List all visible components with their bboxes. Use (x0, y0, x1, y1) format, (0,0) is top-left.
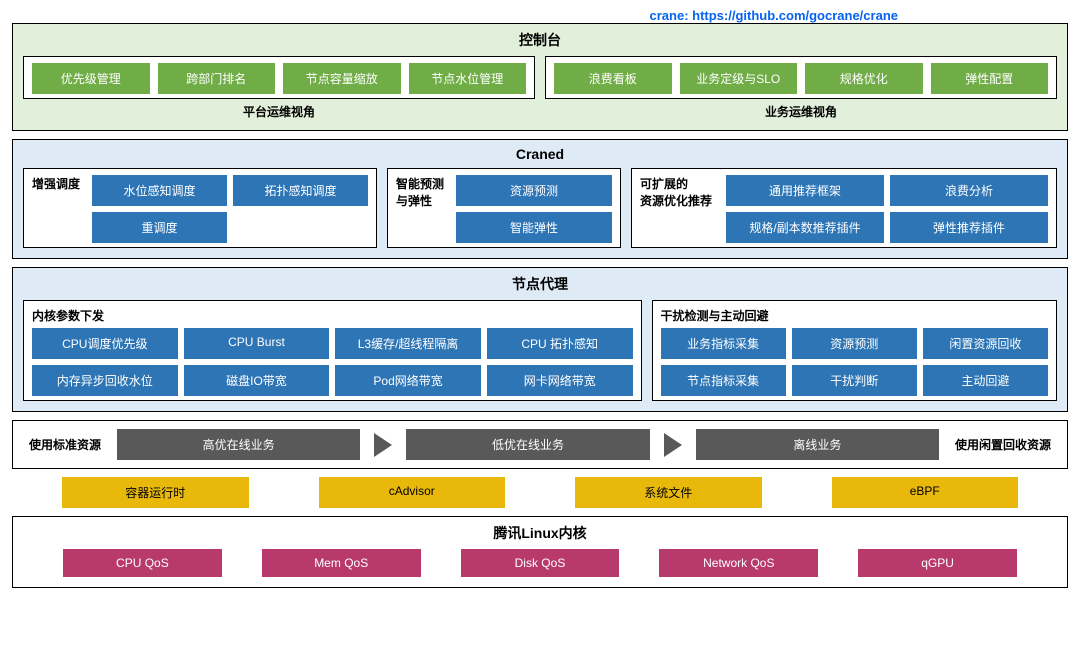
console-item: 节点容量缩放 (283, 63, 401, 94)
console-item: 规格优化 (805, 63, 923, 94)
console-layer: 控制台 优先级管理 跨部门排名 节点容量缩放 节点水位管理 平台运维视角 浪费看… (12, 23, 1068, 131)
kernel-item: Mem QoS (262, 549, 421, 577)
console-item: 弹性配置 (931, 63, 1049, 94)
craned-item: 弹性推荐插件 (890, 212, 1048, 243)
craned-item: 资源预测 (456, 175, 612, 206)
agent-item: CPU调度优先级 (32, 328, 178, 359)
agent-item: 闲置资源回收 (923, 328, 1048, 359)
group-title: 智能预测 与弹性 (396, 175, 448, 239)
arrow-icon (374, 433, 392, 457)
flow-right-label: 使用闲置回收资源 (953, 430, 1053, 459)
kernel-item: Disk QoS (461, 549, 620, 577)
agent-item: Pod网络带宽 (335, 365, 481, 396)
craned-group-predict: 智能预测 与弹性 资源预测 智能弹性 (387, 168, 621, 248)
craned-item: 规格/副本数推荐插件 (726, 212, 884, 243)
agent-item: CPU Burst (184, 328, 330, 359)
flow-item: 离线业务 (696, 429, 939, 460)
infra-item: 系统文件 (575, 477, 762, 508)
infra-item: eBPF (832, 477, 1019, 508)
agent-item: 网卡网络带宽 (487, 365, 633, 396)
arrow-icon (664, 433, 682, 457)
group-title: 可扩展的 资源优化推荐 (640, 175, 718, 239)
craned-layer: Craned 增强调度 水位感知调度 拓扑感知调度 重调度 智能预测 与弹性 资… (12, 139, 1068, 259)
craned-item: 通用推荐框架 (726, 175, 884, 206)
agent-item: 主动回避 (923, 365, 1048, 396)
craned-item: 浪费分析 (890, 175, 1048, 206)
console-left-caption: 平台运维视角 (23, 103, 535, 120)
group-title: 增强调度 (32, 175, 84, 239)
console-item: 业务定级与SLO (680, 63, 798, 94)
craned-group-schedule: 增强调度 水位感知调度 拓扑感知调度 重调度 (23, 168, 377, 248)
kernel-title: 腾讯Linux内核 (23, 523, 1057, 543)
console-item: 跨部门排名 (158, 63, 276, 94)
kernel-item: qGPU (858, 549, 1017, 577)
craned-item: 拓扑感知调度 (233, 175, 368, 206)
craned-item: 重调度 (92, 212, 227, 243)
craned-group-recommend: 可扩展的 资源优化推荐 通用推荐框架 浪费分析 规格/副本数推荐插件 弹性推荐插… (631, 168, 1057, 248)
flow-layer: 使用标准资源 高优在线业务 低优在线业务 离线业务 使用闲置回收资源 (12, 420, 1068, 469)
console-title: 控制台 (23, 30, 1057, 50)
console-item: 节点水位管理 (409, 63, 527, 94)
console-item: 优先级管理 (32, 63, 150, 94)
agent-layer: 节点代理 内核参数下发 CPU调度优先级 CPU Burst L3缓存/超线程隔… (12, 267, 1068, 412)
group-title: 内核参数下发 (32, 307, 633, 324)
console-right-caption: 业务运维视角 (545, 103, 1057, 120)
group-title: 干扰检测与主动回避 (661, 307, 1048, 324)
craned-item: 智能弹性 (456, 212, 612, 243)
agent-item: 资源预测 (792, 328, 917, 359)
infra-item: cAdvisor (319, 477, 506, 508)
agent-item: CPU 拓扑感知 (487, 328, 633, 359)
console-left-box: 优先级管理 跨部门排名 节点容量缩放 节点水位管理 (23, 56, 535, 99)
craned-item: 水位感知调度 (92, 175, 227, 206)
agent-title: 节点代理 (23, 274, 1057, 294)
flow-item: 低优在线业务 (406, 429, 649, 460)
console-right-box: 浪费看板 业务定级与SLO 规格优化 弹性配置 (545, 56, 1057, 99)
repo-link-line: crane: https://github.com/gocrane/crane (12, 8, 1068, 23)
kernel-item: Network QoS (659, 549, 818, 577)
agent-right-box: 干扰检测与主动回避 业务指标采集 资源预测 闲置资源回收 节点指标采集 干扰判断… (652, 300, 1057, 401)
agent-item: 干扰判断 (792, 365, 917, 396)
agent-item: 内存异步回收水位 (32, 365, 178, 396)
kernel-layer: 腾讯Linux内核 CPU QoS Mem QoS Disk QoS Netwo… (12, 516, 1068, 588)
console-item: 浪费看板 (554, 63, 672, 94)
flow-item: 高优在线业务 (117, 429, 360, 460)
agent-item: L3缓存/超线程隔离 (335, 328, 481, 359)
infra-item: 容器运行时 (62, 477, 249, 508)
kernel-item: CPU QoS (63, 549, 222, 577)
craned-title: Craned (23, 146, 1057, 162)
repo-link[interactable]: crane: https://github.com/gocrane/crane (650, 8, 899, 23)
agent-left-box: 内核参数下发 CPU调度优先级 CPU Burst L3缓存/超线程隔离 CPU… (23, 300, 642, 401)
agent-item: 节点指标采集 (661, 365, 786, 396)
flow-left-label: 使用标准资源 (27, 430, 103, 459)
agent-item: 业务指标采集 (661, 328, 786, 359)
agent-item: 磁盘IO带宽 (184, 365, 330, 396)
